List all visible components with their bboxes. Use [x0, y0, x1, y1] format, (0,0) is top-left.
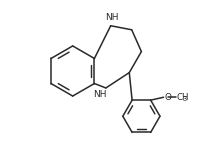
Text: CH: CH	[176, 93, 189, 102]
Text: NH: NH	[93, 90, 106, 99]
Text: 3: 3	[182, 96, 186, 102]
Text: O: O	[164, 93, 171, 102]
Text: NH: NH	[105, 13, 118, 22]
